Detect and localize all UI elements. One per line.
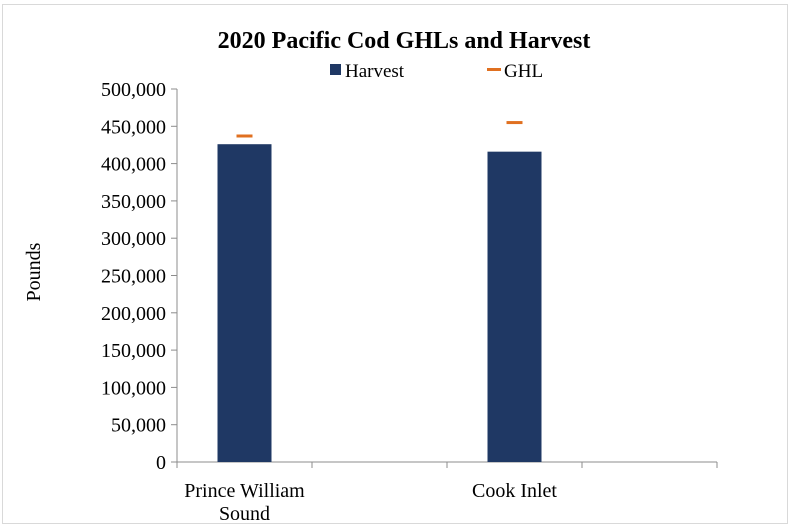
legend-swatch-harvest (330, 64, 341, 75)
marker-ghl (506, 121, 523, 125)
bar-harvest (217, 144, 272, 463)
y-tick-label: 0 (156, 452, 166, 474)
y-axis: 0 50,000 100,000 150,000 200,000 250,000 300,0… (101, 79, 178, 474)
y-tick-label: 150,000 (101, 340, 166, 362)
y-tick-label: 250,000 (101, 266, 166, 288)
y-tick-label: 500,000 (101, 79, 166, 101)
legend-label: Harvest (345, 61, 405, 82)
bar-harvest (487, 151, 542, 462)
y-tick-label: 200,000 (101, 303, 166, 325)
x-tick-label: Cook Inlet (472, 480, 557, 502)
x-tick-label: Prince William Sound (184, 480, 305, 523)
legend-label: GHL (504, 61, 543, 82)
x-axis: Prince William Sound Cook Inlet (176, 461, 718, 523)
bars (217, 144, 542, 463)
y-tick-label: 400,000 (101, 154, 166, 176)
legend: Harvest GHL (330, 61, 543, 82)
marker-ghl (236, 134, 253, 138)
y-axis-label: Pounds (23, 242, 45, 301)
chart-title: 2020 Pacific Cod GHLs and Harvest (218, 28, 591, 54)
y-tick-label: 50,000 (111, 415, 166, 437)
y-tick-label: 300,000 (101, 228, 166, 250)
legend-swatch-ghl (487, 68, 501, 71)
ghl-markers (236, 121, 523, 138)
y-tick-label: 100,000 (101, 377, 166, 399)
y-tick-label: 350,000 (101, 191, 166, 213)
y-tick-label: 450,000 (101, 116, 166, 138)
chart-frame (2, 4, 788, 524)
